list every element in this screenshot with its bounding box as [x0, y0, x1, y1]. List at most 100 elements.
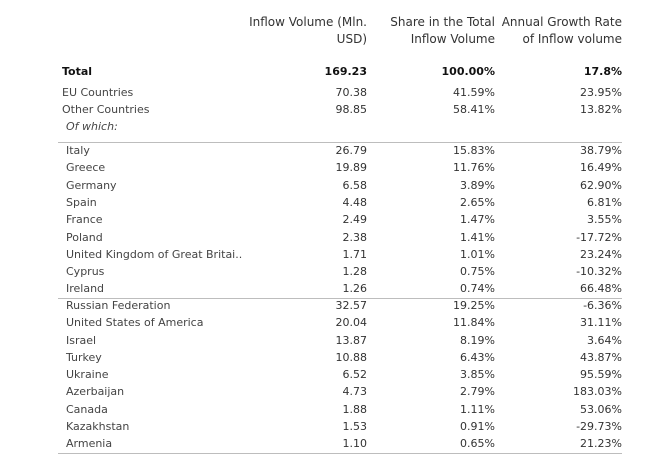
share-value: 58.41%	[453, 103, 495, 116]
country-name: Poland	[66, 231, 103, 244]
growth-value: 66.48%	[580, 282, 622, 295]
share-value: 100.00%	[441, 65, 495, 78]
summary-row-eu: EU Countries 70.38 41.59% 23.95%	[0, 84, 664, 101]
share-value: 8.19%	[460, 334, 495, 347]
section-divider-top	[58, 142, 622, 143]
country-name: Ukraine	[66, 368, 109, 381]
share-value: 11.76%	[453, 161, 495, 174]
country-name: Italy	[66, 144, 90, 157]
country-name: Israel	[66, 334, 97, 347]
table-row: Israel 13.87 8.19% 3.64%	[0, 332, 664, 349]
share-value: 11.84%	[453, 316, 495, 329]
column-header-growth: Annual Growth Rate of Inflow volume	[501, 15, 622, 46]
share-value: 0.91%	[460, 420, 495, 433]
country-name: United Kingdom of Great Britai..	[66, 248, 243, 261]
of-which-label: Of which:	[66, 120, 118, 133]
table-row: Poland 2.38 1.41% -17.72%	[0, 229, 664, 246]
inflow-volume-value: 1.28	[342, 265, 368, 278]
share-value: 0.75%	[460, 265, 495, 278]
inflow-volume-value: 6.58	[342, 179, 368, 192]
section-divider-middle	[58, 298, 622, 299]
table-row: Azerbaijan 4.73 2.79% 183.03%	[0, 383, 664, 400]
country-name: France	[66, 213, 103, 226]
inflow-volume-value: 10.88	[335, 351, 368, 364]
table-row: Germany 6.58 3.89% 62.90%	[0, 177, 664, 194]
table-row: Spain 4.48 2.65% 6.81%	[0, 194, 664, 211]
share-value: 19.25%	[453, 299, 495, 312]
share-value: 1.11%	[460, 403, 495, 416]
inflow-volume-value: 98.85	[335, 103, 368, 116]
growth-value: -29.73%	[576, 420, 622, 433]
table-row: Armenia 1.10 0.65% 21.23%	[0, 435, 664, 452]
country-name: Greece	[66, 161, 106, 174]
inflow-volume-value: 13.87	[335, 334, 368, 347]
country-name: Russian Federation	[66, 299, 171, 312]
share-value: 3.85%	[460, 368, 495, 381]
inflow-volume-value: 1.71	[342, 248, 368, 261]
table-row: Greece 19.89 11.76% 16.49%	[0, 159, 664, 176]
growth-value: 95.59%	[580, 368, 622, 381]
of-which-note: Of which:	[0, 118, 664, 135]
growth-value: 62.90%	[580, 179, 622, 192]
inflow-volume-value: 6.52	[342, 368, 368, 381]
share-value: 1.01%	[460, 248, 495, 261]
table-row: Russian Federation 32.57 19.25% -6.36%	[0, 297, 664, 314]
country-name: Cyprus	[66, 265, 105, 278]
country-name: Spain	[66, 196, 97, 209]
country-name: Azerbaijan	[66, 385, 125, 398]
growth-value: 13.82%	[580, 103, 622, 116]
share-value: 0.74%	[460, 282, 495, 295]
table-row: Canada 1.88 1.11% 53.06%	[0, 401, 664, 418]
growth-value: 23.95%	[580, 86, 622, 99]
inflow-volume-value: 19.89	[335, 161, 368, 174]
growth-value: 38.79%	[580, 144, 622, 157]
inflow-volume-value: 2.38	[342, 231, 368, 244]
column-header-inflow-volume: Inflow Volume (Mln. USD)	[249, 15, 367, 46]
table-row: Ireland 1.26 0.74% 66.48%	[0, 280, 664, 297]
growth-value: 21.23%	[580, 437, 622, 450]
share-value: 2.79%	[460, 385, 495, 398]
inflow-volume-value: 4.48	[342, 196, 368, 209]
row-label: Total	[62, 65, 93, 78]
inflow-volume-value: 169.23	[324, 65, 367, 78]
growth-value: -17.72%	[576, 231, 622, 244]
country-name: Canada	[66, 403, 108, 416]
growth-value: 53.06%	[580, 403, 622, 416]
inflow-volume-value: 4.73	[342, 385, 368, 398]
summary-row-total: Total 169.23 100.00% 17.8%	[0, 63, 664, 80]
growth-value: 3.64%	[587, 334, 622, 347]
share-value: 3.89%	[460, 179, 495, 192]
inflow-volume-value: 2.49	[342, 213, 368, 226]
section-divider-bottom	[58, 453, 622, 454]
country-name: Kazakhstan	[66, 420, 130, 433]
growth-value: 43.87%	[580, 351, 622, 364]
growth-value: -6.36%	[583, 299, 622, 312]
country-name: Ireland	[66, 282, 105, 295]
inflow-volume-value: 70.38	[335, 86, 368, 99]
share-value: 1.47%	[460, 213, 495, 226]
growth-value: 31.11%	[580, 316, 622, 329]
growth-value: 23.24%	[580, 248, 622, 261]
table-row: United States of America 20.04 11.84% 31…	[0, 314, 664, 331]
inflow-volume-value: 1.53	[342, 420, 368, 433]
summary-row-other: Other Countries 98.85 58.41% 13.82%	[0, 101, 664, 118]
table-row: Italy 26.79 15.83% 38.79%	[0, 142, 664, 159]
inflow-volume-value: 1.88	[342, 403, 368, 416]
inflow-volume-value: 32.57	[335, 299, 368, 312]
growth-value: 17.8%	[583, 65, 622, 78]
table-row: France 2.49 1.47% 3.55%	[0, 211, 664, 228]
share-value: 2.65%	[460, 196, 495, 209]
growth-value: 3.55%	[587, 213, 622, 226]
country-name: Germany	[66, 179, 117, 192]
row-label: Other Countries	[62, 103, 150, 116]
country-name: United States of America	[66, 316, 204, 329]
table-row: Kazakhstan 1.53 0.91% -29.73%	[0, 418, 664, 435]
inflow-volume-value: 26.79	[335, 144, 368, 157]
table-row: Turkey 10.88 6.43% 43.87%	[0, 349, 664, 366]
share-value: 0.65%	[460, 437, 495, 450]
share-value: 6.43%	[460, 351, 495, 364]
table-row: Cyprus 1.28 0.75% -10.32%	[0, 263, 664, 280]
country-name: Turkey	[66, 351, 102, 364]
growth-value: 16.49%	[580, 161, 622, 174]
share-value: 1.41%	[460, 231, 495, 244]
